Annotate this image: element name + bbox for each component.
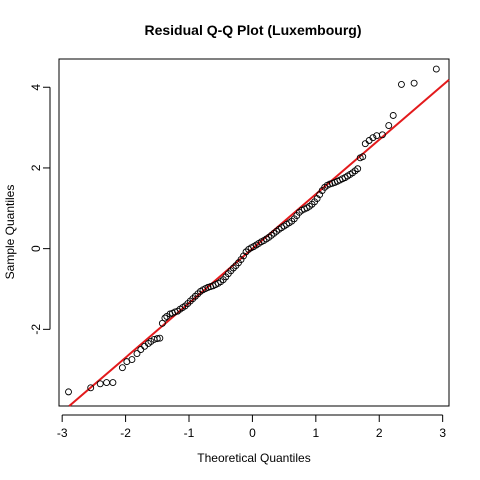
data-point <box>87 384 95 392</box>
y-tick-label: -2 <box>29 324 43 335</box>
data-point <box>432 65 440 73</box>
y-axis: -2 0 2 4 <box>29 84 51 335</box>
data-point <box>361 140 369 148</box>
x-tick-label: -1 <box>184 426 195 440</box>
y-tick-label: 0 <box>29 245 43 252</box>
data-point <box>109 379 117 387</box>
data-point <box>359 153 367 161</box>
points-group <box>65 65 440 396</box>
x-tick-label: 3 <box>439 426 446 440</box>
data-point <box>133 350 141 357</box>
data-point <box>128 356 136 364</box>
data-point <box>103 379 111 387</box>
data-point <box>378 131 386 139</box>
data-point <box>153 335 161 343</box>
data-point <box>161 314 169 322</box>
y-axis-label: Sample Quantiles <box>3 185 17 280</box>
x-tick-label: 2 <box>376 426 383 440</box>
reference-line <box>68 79 450 407</box>
x-axis: -3 -2 -1 0 1 2 3 <box>57 414 446 440</box>
data-point <box>369 134 377 142</box>
x-tick-label: 0 <box>249 426 256 440</box>
data-point <box>397 80 405 88</box>
x-axis-label: Theoretical Quantiles <box>197 451 310 465</box>
chart-title: Residual Q-Q Plot (Luxembourg) <box>144 22 361 38</box>
y-tick-label: 4 <box>29 84 43 91</box>
data-point <box>410 79 418 87</box>
x-tick-label: -2 <box>120 426 131 440</box>
data-point <box>65 388 72 396</box>
data-point <box>385 122 393 130</box>
data-point <box>389 112 397 119</box>
x-tick-label: -3 <box>57 426 68 440</box>
data-point <box>118 364 126 372</box>
plot-frame <box>58 58 450 407</box>
data-point <box>96 380 104 388</box>
x-tick-label: 1 <box>312 426 319 440</box>
y-tick-label: 2 <box>29 164 43 171</box>
data-point <box>156 334 164 342</box>
data-point <box>354 165 362 173</box>
data-point <box>137 346 145 353</box>
reference-line-group <box>68 79 450 407</box>
